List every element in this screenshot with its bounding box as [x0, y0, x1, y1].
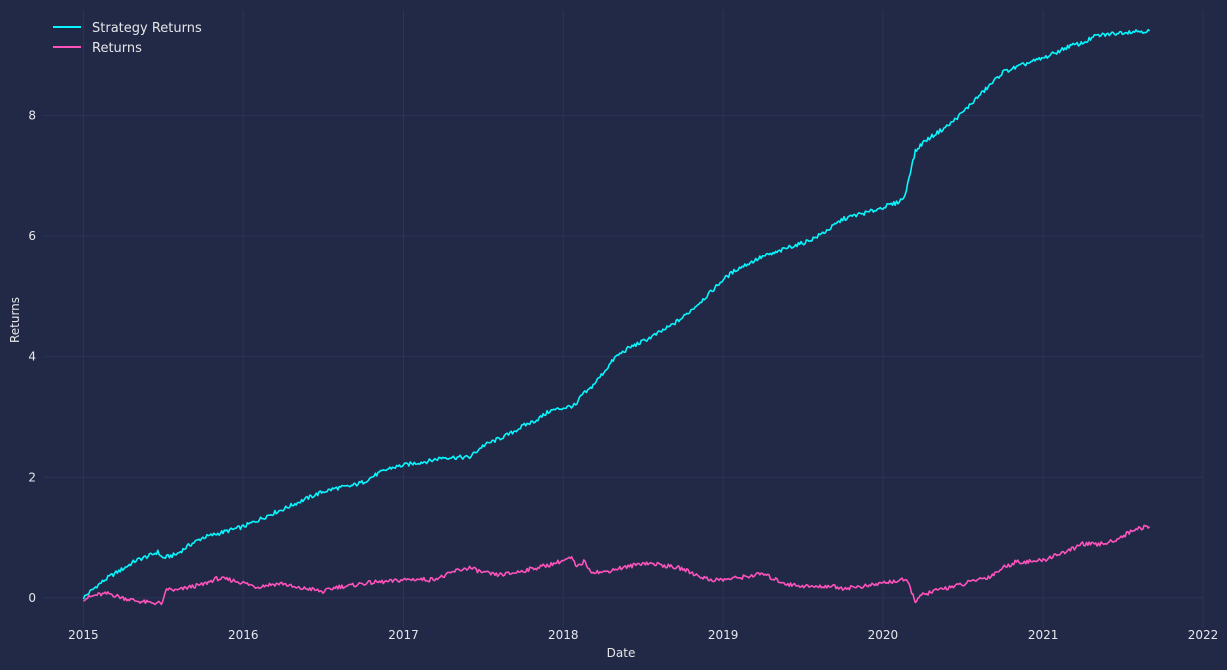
x-axis-ticks: 2015 2016 2017 2018 2019 2020 2021 2022 — [68, 628, 1218, 642]
x-tick-label: 2020 — [868, 628, 899, 642]
x-tick-label: 2022 — [1188, 628, 1219, 642]
x-tick-label: 2019 — [708, 628, 739, 642]
grid — [44, 10, 1204, 628]
y-tick-label: 8 — [28, 109, 36, 123]
y-axis-title: Returns — [8, 297, 22, 343]
y-tick-label: 2 — [28, 470, 36, 484]
series-lines — [82, 28, 1151, 606]
series-line-strategy-returns — [82, 28, 1151, 600]
x-tick-label: 2016 — [228, 628, 259, 642]
x-tick-label: 2021 — [1028, 628, 1059, 642]
y-tick-label: 6 — [28, 229, 36, 243]
legend: Strategy Returns Returns — [53, 21, 202, 56]
series-line-returns — [83, 524, 1151, 606]
x-tick-label: 2017 — [388, 628, 419, 642]
y-tick-label: 4 — [28, 350, 36, 364]
y-axis-ticks: 0 2 4 6 8 — [28, 109, 36, 605]
x-axis-title: Date — [607, 646, 636, 660]
legend-label-returns: Returns — [92, 41, 142, 56]
x-tick-label: 2015 — [68, 628, 99, 642]
x-tick-label: 2018 — [548, 628, 579, 642]
legend-label-strategy-returns: Strategy Returns — [92, 21, 202, 36]
y-tick-label: 0 — [28, 591, 36, 605]
